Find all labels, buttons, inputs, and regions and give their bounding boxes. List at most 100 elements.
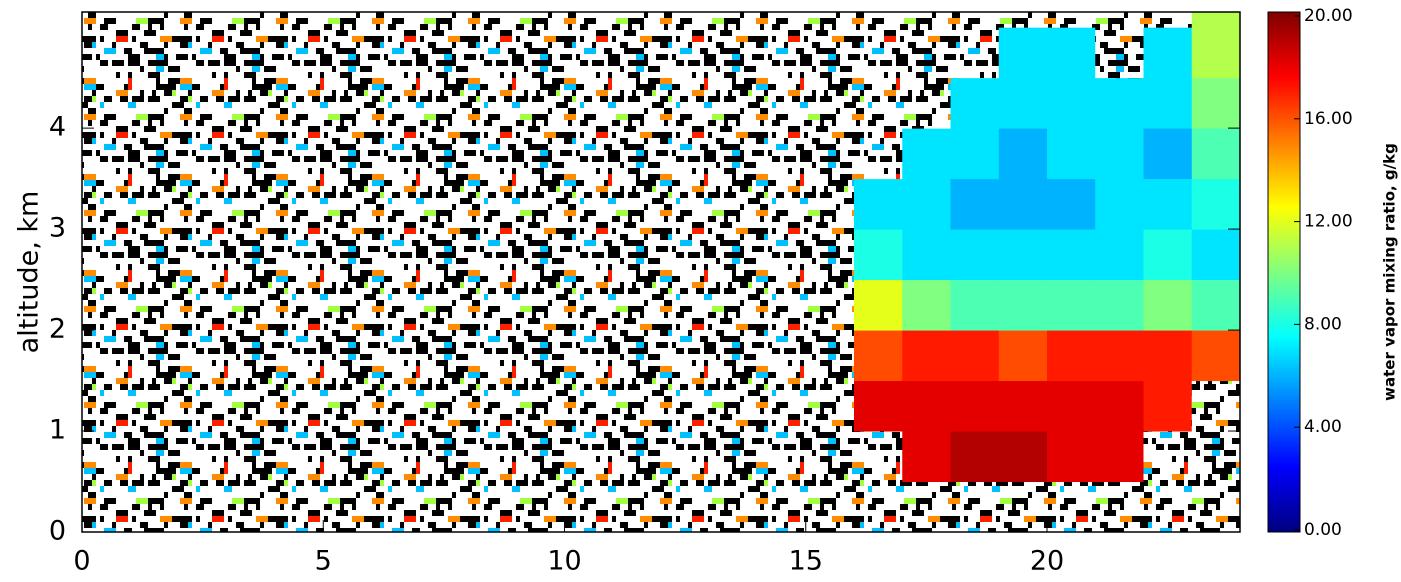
missing-cell xyxy=(516,229,565,281)
missing-cell xyxy=(757,77,807,129)
missing-cell xyxy=(902,12,951,28)
missing-cell xyxy=(226,12,276,28)
missing-cell xyxy=(854,431,903,483)
missing-cell xyxy=(1191,481,1241,533)
missing-cell xyxy=(226,380,276,432)
missing-cell xyxy=(516,279,565,331)
missing-cell xyxy=(178,380,228,432)
missing-cell xyxy=(516,431,565,483)
heat-cell xyxy=(998,128,1048,180)
missing-cell xyxy=(661,279,710,331)
heat-cell xyxy=(902,128,951,180)
y-tick-label: 4 xyxy=(49,112,66,143)
heat-cell xyxy=(1047,279,1096,331)
heat-cell xyxy=(998,178,1048,230)
missing-cell xyxy=(564,481,614,533)
x-tick-label: 5 xyxy=(315,546,332,577)
colorbar-tick-label: 8.00 xyxy=(1304,314,1342,334)
heat-cell xyxy=(1143,27,1193,79)
missing-cell xyxy=(371,229,421,281)
missing-cell xyxy=(130,431,179,483)
missing-cell xyxy=(516,330,565,382)
heat-cell xyxy=(950,178,1000,230)
missing-cell xyxy=(612,128,662,180)
missing-cell xyxy=(371,431,421,483)
missing-cell xyxy=(130,229,179,281)
heat-cell xyxy=(950,128,1000,180)
missing-cell xyxy=(226,178,276,230)
missing-cell xyxy=(178,12,228,28)
missing-cell xyxy=(854,12,903,28)
missing-cell xyxy=(516,12,565,28)
missing-cell xyxy=(709,178,758,230)
missing-cell xyxy=(612,77,662,129)
missing-cell xyxy=(371,330,421,382)
missing-cell xyxy=(854,128,903,180)
missing-cell xyxy=(564,27,614,79)
missing-cell xyxy=(371,12,421,28)
missing-cell xyxy=(998,12,1048,28)
missing-cell xyxy=(82,380,131,432)
heat-cell xyxy=(950,77,1000,129)
missing-cell xyxy=(468,27,517,79)
missing-cell xyxy=(275,330,324,382)
missing-cell xyxy=(757,178,807,230)
missing-cell xyxy=(757,279,807,331)
missing-cell xyxy=(612,481,662,533)
heat-cell xyxy=(1191,27,1241,79)
missing-cell xyxy=(661,77,710,129)
heat-cell xyxy=(998,77,1048,129)
y-tick-label: 3 xyxy=(49,213,66,244)
missing-cell xyxy=(612,330,662,382)
missing-cell xyxy=(130,380,179,432)
heat-cell xyxy=(1191,229,1241,281)
missing-cell xyxy=(130,330,179,382)
missing-cell xyxy=(468,330,517,382)
missing-cell xyxy=(805,431,855,483)
missing-cell xyxy=(661,27,710,79)
missing-cell xyxy=(612,27,662,79)
missing-cell xyxy=(371,128,421,180)
heat-cell xyxy=(902,279,951,331)
missing-cell xyxy=(1095,12,1144,28)
missing-cell xyxy=(564,330,614,382)
missing-cell xyxy=(516,27,565,79)
missing-cell xyxy=(82,27,131,79)
plot-frame xyxy=(81,11,1241,533)
missing-cell xyxy=(275,27,324,79)
missing-cell xyxy=(998,481,1048,533)
missing-cell xyxy=(82,12,131,28)
heat-cell xyxy=(1047,128,1096,180)
missing-cell xyxy=(226,229,276,281)
heat-cell xyxy=(1143,279,1193,331)
missing-cell xyxy=(178,431,228,483)
missing-cell xyxy=(564,431,614,483)
missing-cell xyxy=(130,77,179,129)
missing-cell xyxy=(757,128,807,180)
missing-cell xyxy=(805,128,855,180)
missing-cell xyxy=(757,229,807,281)
missing-cell xyxy=(1143,431,1193,483)
heat-cell xyxy=(1095,279,1144,331)
missing-cell xyxy=(709,380,758,432)
missing-cell xyxy=(323,12,372,28)
missing-cell xyxy=(516,128,565,180)
missing-cell xyxy=(1143,481,1193,533)
x-tick-label: 15 xyxy=(789,546,823,577)
missing-cell xyxy=(226,431,276,483)
missing-cell xyxy=(468,279,517,331)
missing-cell xyxy=(82,77,131,129)
missing-cell xyxy=(323,128,372,180)
heat-cell xyxy=(1191,12,1241,28)
missing-cell xyxy=(661,431,710,483)
missing-cell xyxy=(226,27,276,79)
missing-cell xyxy=(419,128,469,180)
missing-cell xyxy=(323,178,372,230)
missing-cell xyxy=(805,279,855,331)
missing-cell xyxy=(82,178,131,230)
heat-cell xyxy=(1191,128,1241,180)
missing-cell xyxy=(468,431,517,483)
missing-cell xyxy=(130,128,179,180)
missing-cell xyxy=(612,229,662,281)
